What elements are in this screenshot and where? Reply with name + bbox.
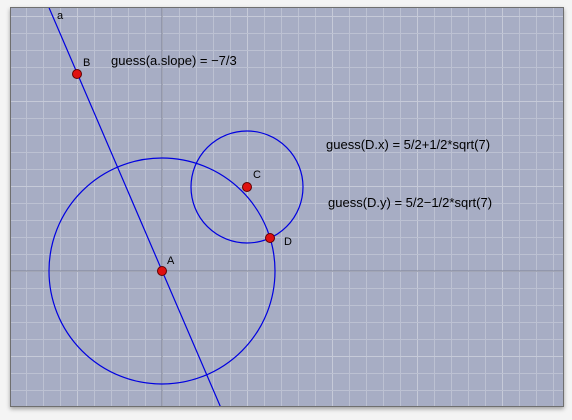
point-c[interactable] — [242, 182, 252, 192]
drawing-canvas[interactable]: a B A C D guess(a.slope) = −7/3 guess(D.… — [10, 7, 564, 407]
circle-a[interactable] — [48, 157, 276, 385]
point-b[interactable] — [72, 69, 82, 79]
point-c-label: C — [253, 169, 261, 181]
point-a[interactable] — [157, 266, 167, 276]
point-d[interactable] — [265, 233, 275, 243]
slope-annotation: guess(a.slope) = −7/3 — [111, 53, 237, 68]
point-d-label: D — [284, 236, 292, 248]
point-b-label: B — [83, 57, 90, 69]
point-a-label: A — [167, 255, 175, 267]
d-y-annotation: guess(D.y) = 5/2−1/2*sqrt(7) — [328, 195, 492, 210]
circle-c[interactable] — [190, 130, 304, 244]
line-a-label: a — [57, 10, 64, 22]
d-x-annotation: guess(D.x) = 5/2+1/2*sqrt(7) — [326, 137, 490, 152]
